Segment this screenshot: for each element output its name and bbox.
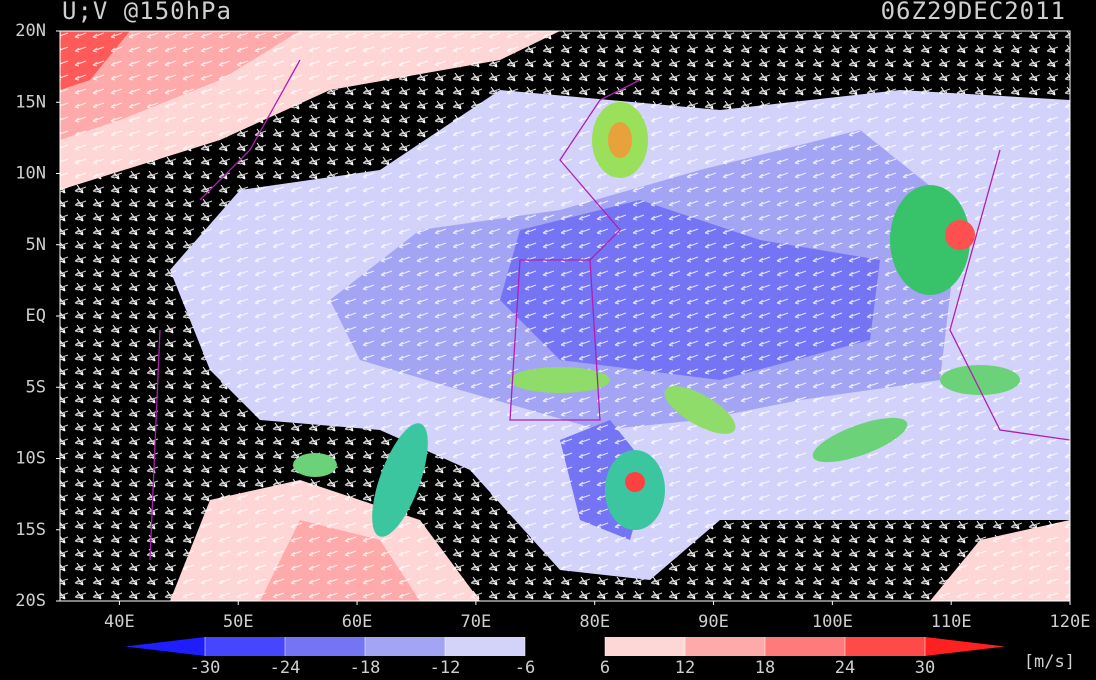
timestamp: 06Z29DEC2011 (881, 0, 1066, 25)
title: U;V @150hPa (62, 0, 232, 25)
cloud-cell (510, 367, 610, 393)
cloud-cell (945, 220, 975, 250)
lat-label: 15N (15, 92, 46, 112)
lat-label: 10N (15, 164, 46, 184)
colorbar-label: -12 (430, 658, 461, 678)
lat-label: 20S (15, 591, 46, 611)
colorbar-segment (285, 637, 365, 656)
colorbar-segment (205, 637, 285, 656)
colorbar-label: -24 (270, 658, 301, 678)
cloud-cell (890, 185, 970, 295)
lon-label: 40E (104, 612, 135, 632)
colorbar-label: 18 (755, 658, 775, 678)
lat-label: 5S (26, 377, 46, 397)
cloud-cell (625, 472, 645, 492)
wind-vectors (60, 31, 1070, 601)
colorbar-label: 30 (915, 658, 935, 678)
lon-label: 90E (698, 612, 729, 632)
colorbar-label: 6 (600, 658, 610, 678)
lon-label: 50E (223, 612, 254, 632)
lat-label: 10S (15, 449, 46, 469)
cloud-cell (664, 386, 736, 434)
lat-label: EQ (26, 306, 46, 326)
colorbar-segment (685, 637, 765, 656)
colorbar-segment (605, 637, 685, 656)
lon-label: 70E (461, 612, 492, 632)
cloud-cell (293, 453, 337, 477)
colorbar-arrow-high (925, 637, 1005, 656)
lon-label: 60E (342, 612, 373, 632)
map-area (60, 31, 1070, 601)
cloud-cell (940, 365, 1020, 395)
colorbar-label: 12 (675, 658, 695, 678)
lat-label: 15S (15, 520, 46, 540)
lon-labels: 40E 50E 60E 70E 80E 90E 100E 110E 120E (104, 601, 1090, 632)
colorbar-label: -30 (190, 658, 221, 678)
coastline (149, 59, 1070, 561)
lon-label: 110E (931, 612, 972, 632)
colorbar-label: -6 (515, 658, 535, 678)
colorbar: -30 -24 -18 -12 -6 6 12 18 24 30 [m/s] (125, 637, 1075, 678)
lat-label: 20N (15, 21, 46, 41)
lat-label: 5N (26, 235, 46, 255)
coastline (509, 79, 641, 421)
cloud-cell (372, 423, 428, 537)
lon-label: 100E (812, 612, 853, 632)
lat-labels: 20N 15N 10N 5N EQ 5S 10S 15S 20S (15, 21, 60, 611)
lon-label: 120E (1050, 612, 1091, 632)
colorbar-arrow-low (125, 637, 205, 656)
cloud-cell (812, 417, 908, 463)
colorbar-unit: [m/s] (1024, 652, 1075, 672)
colorbar-segment (445, 637, 525, 656)
cloud-cell (608, 122, 632, 158)
colorbar-segment (365, 637, 445, 656)
colorbar-segment (525, 637, 605, 656)
lon-label: 80E (579, 612, 610, 632)
colorbar-segment (845, 637, 925, 656)
colorbar-label: 24 (835, 658, 855, 678)
colorbar-label: -18 (350, 658, 381, 678)
colorbar-segment (765, 637, 845, 656)
